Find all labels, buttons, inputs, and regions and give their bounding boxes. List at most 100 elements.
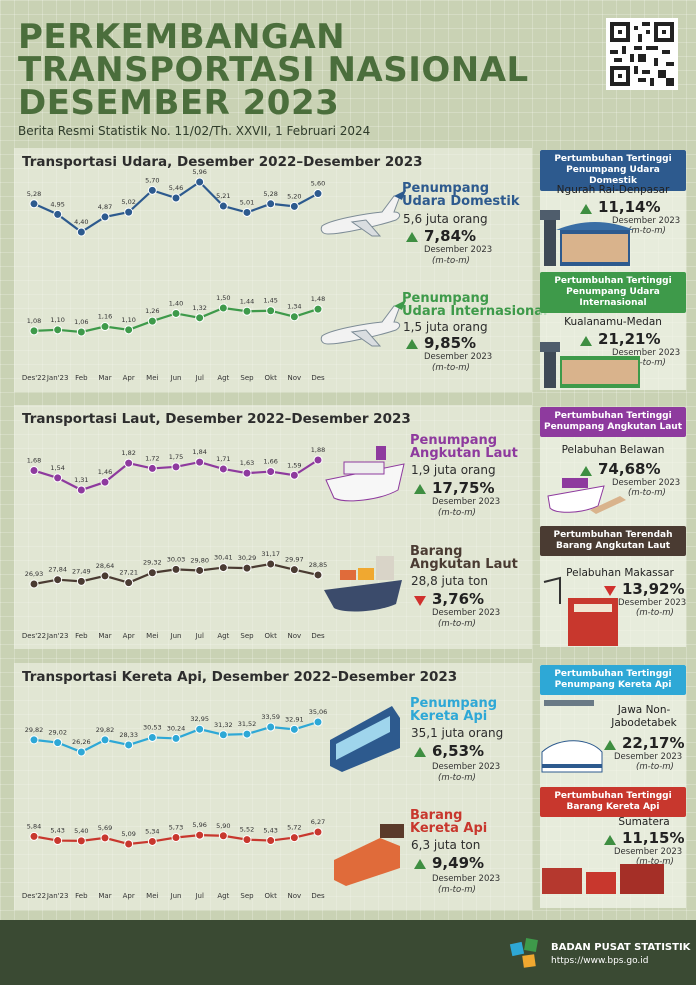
chart-3-data-label: 28,85 [309,561,328,569]
chart-3-point [124,578,134,588]
chart-1-data-label: 1,48 [311,295,325,303]
chart-2-point [76,485,86,495]
chart-0-point [100,212,110,222]
chart-1-data-label: 1,06 [74,318,88,326]
chart-1-mtm: (m-to-m) [432,363,470,373]
chart-3-point [29,579,39,589]
month-tick-label: Sep [240,892,254,900]
month-tick-label: Nov [287,374,301,382]
qr-code[interactable] [606,18,678,90]
chart-2-point [289,470,299,480]
footer [0,920,696,985]
chart-0-point [313,189,323,199]
chart-3-total: 28,8 juta ton [411,574,488,588]
chart-4-data-label: 30,53 [143,723,162,731]
highlight-place: Pelabuhan Belawan [561,444,665,456]
bps-url[interactable]: https://www.bps.go.id [551,956,649,966]
chart-3-data-label: 29,80 [190,556,209,564]
chart-0-date: Desember 2023 [424,245,493,255]
chart-2-point [29,466,39,476]
highlight-place: Ngurah Rai-Denpasar [556,184,670,196]
chart-4-data-label: 35,06 [309,708,328,716]
chart-1-name-1: Penumpang [402,291,490,306]
highlight-mtm: (m-to-m) [628,226,666,236]
chart-5-name-2: Kereta Api [410,821,488,836]
chart-5-data-label: 5,09 [121,830,135,838]
chart-4-data-label: 29,82 [25,726,44,734]
chart-0-data-label: 4,95 [50,200,64,208]
chart-4-name-1: Penumpang [410,696,498,711]
chart-4-point [266,722,276,732]
highlight-pct: 11,14% [598,198,661,216]
sea-section-title: Transportasi Laut, Desember 2022–Desembe… [22,411,411,427]
chart-3-point [313,570,323,580]
chart-3-pct: 3,76% [432,590,485,608]
highlight-date: Desember 2023 [612,478,681,488]
chart-4-data-label: 29,82 [96,726,115,734]
chart-5-point [29,831,39,841]
chart-1-data-label: 1,10 [121,316,135,324]
chart-3-point [171,564,181,574]
month-tick-label: Mei [146,632,158,640]
chart-1-point [313,304,323,314]
month-tick-label: Jul [194,374,204,382]
chart-0-data-label: 5,46 [169,184,183,192]
month-tick-label: Des [311,892,325,900]
highlight-pct: 11,15% [622,829,685,847]
chart-1-point [29,326,39,336]
chart-2-data-label: 1,75 [169,453,183,461]
chart-0-point [266,199,276,209]
chart-3-data-label: 30,41 [214,554,233,562]
highlight-mtm: (m-to-m) [628,488,666,498]
chart-3-data-label: 29,97 [285,556,304,564]
chart-2-point [218,464,228,474]
month-tick-label: Jan'23 [46,374,69,382]
chart-1-data-label: 1,08 [27,317,41,325]
chart-4-point [218,730,228,740]
month-tick-label: Mar [98,632,111,640]
highlight-date: Desember 2023 [614,847,683,857]
month-tick-label: Des'22 [22,632,46,640]
chart-1-point [124,325,134,335]
chart-0-point [29,199,39,209]
rail-panel: Transportasi Kereta Api, Desember 2022–D… [14,663,532,910]
chart-4-point [313,717,323,727]
chart-5-point [124,839,134,849]
subtitle: Berita Resmi Statistik No. 11/02/Th. XXV… [18,124,371,138]
chart-3-name-2: Angkutan Laut [410,557,518,572]
chart-1-pct: 9,85% [424,334,477,352]
chart-3-point [289,565,299,575]
up-arrow-icon [580,204,592,214]
chart-0-point [76,227,86,237]
chart-1-data-label: 1,10 [50,316,64,324]
month-tick-label: Okt [265,632,278,640]
highlight-place: Jawa Non-Jabodetabek [611,704,677,729]
chart-5-point [242,835,252,845]
chart-0-data-label: 5,28 [27,190,41,198]
highlight-mtm: (m-to-m) [636,762,674,772]
chart-2-date: Desember 2023 [432,497,501,507]
chart-2-data-label: 1,84 [192,448,206,456]
chart-1-data-label: 1,40 [169,299,183,307]
bps-logo-icon[interactable] [507,937,547,975]
chart-4-mtm: (m-to-m) [438,773,476,783]
chart-1-point [242,306,252,316]
chart-5-point [76,836,86,846]
up-arrow-icon [406,232,418,242]
up-arrow-icon [580,466,592,476]
chart-0-data-label: 5,70 [145,176,159,184]
chart-5-mtm: (m-to-m) [438,885,476,895]
chart-2-data-label: 1,72 [145,454,159,462]
chart-3-data-label: 27,49 [72,567,91,575]
chart-5-data-label: 5,96 [192,821,206,829]
chart-0-data-label: 5,96 [192,168,206,176]
chart-2-data-label: 1,31 [74,476,88,484]
highlight-pct: 21,21% [598,330,661,348]
chart-5-point [266,836,276,846]
chart-2-point [171,462,181,472]
chart-2-point [195,457,205,467]
chart-1-data-label: 1,32 [192,304,206,312]
month-tick-label: Feb [75,632,88,640]
chart-5-data-label: 5,43 [50,827,64,835]
chart-2-name-2: Angkutan Laut [410,446,518,461]
